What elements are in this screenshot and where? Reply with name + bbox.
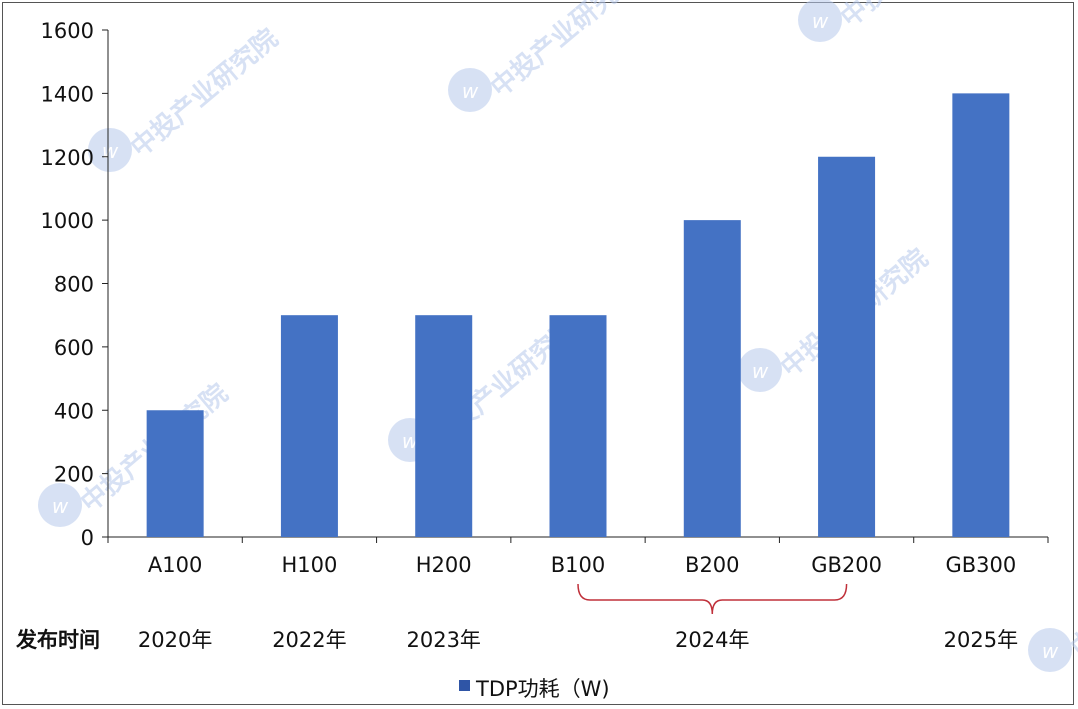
watermark-mark: w 中投产业研究院 bbox=[1028, 523, 1078, 672]
bar bbox=[146, 410, 204, 537]
x-tick-label: B200 bbox=[685, 553, 740, 577]
legend-label: TDP功耗（W) bbox=[475, 677, 610, 701]
y-tick-label: 1200 bbox=[41, 146, 94, 170]
watermark-text: 中投产业研究院 bbox=[485, 0, 644, 103]
watermark-text: 中投产业研究院 bbox=[1065, 523, 1078, 664]
year-group-bracket bbox=[577, 583, 848, 615]
legend: TDP功耗（W) bbox=[459, 677, 610, 701]
x-tick-label: A100 bbox=[148, 553, 202, 577]
watermark-logo-glyph: w bbox=[102, 139, 119, 163]
bar bbox=[818, 156, 876, 537]
watermark-logo-glyph: w bbox=[52, 494, 69, 518]
release-year-label: 2020年 bbox=[138, 628, 212, 652]
watermark-logo-icon bbox=[88, 128, 132, 172]
y-tick-label: 200 bbox=[54, 463, 94, 487]
x-tick-label: GB200 bbox=[811, 553, 882, 577]
bar bbox=[280, 315, 338, 537]
watermark-logo-icon bbox=[1028, 628, 1072, 672]
x-tick-label: H100 bbox=[281, 553, 337, 577]
watermark-logo-icon bbox=[798, 0, 842, 42]
y-tick-label: 1000 bbox=[41, 209, 94, 233]
x-tick-label: B100 bbox=[551, 553, 606, 577]
legend-marker bbox=[459, 680, 470, 691]
y-tick-label: 400 bbox=[54, 399, 94, 423]
watermark-logo-icon bbox=[38, 483, 82, 527]
x-tick-label: H200 bbox=[416, 553, 472, 577]
release-year-label: 2024年 bbox=[675, 628, 749, 652]
watermark-text: 中投产业研究院 bbox=[125, 23, 284, 164]
y-tick-label: 800 bbox=[54, 273, 94, 297]
x-tick-label: GB300 bbox=[945, 553, 1016, 577]
release-year-label: 2022年 bbox=[272, 628, 346, 652]
bar bbox=[683, 220, 741, 537]
watermark-logo-glyph: w bbox=[462, 79, 479, 103]
watermark-logo-glyph: w bbox=[812, 9, 829, 33]
release-row: 发布时间 2020年 2022年 2023年 2024年 2025年 bbox=[15, 583, 1018, 652]
bar bbox=[952, 93, 1010, 537]
watermark-logo-icon bbox=[448, 68, 492, 112]
bars bbox=[146, 93, 1010, 537]
release-year-label: 2023年 bbox=[406, 628, 480, 652]
watermark-logo-glyph: w bbox=[752, 359, 769, 383]
category-labels: A100 H100 H200 B100 B200 GB200 GB300 bbox=[148, 553, 1016, 577]
release-year-label: 2025年 bbox=[944, 628, 1018, 652]
watermark-logo-glyph: w bbox=[1042, 639, 1059, 663]
y-tick-label: 0 bbox=[81, 526, 94, 550]
watermark-text: 中投产业研究院 bbox=[835, 0, 994, 33]
bar bbox=[415, 315, 473, 537]
y-tick-label: 1400 bbox=[41, 82, 94, 106]
release-row-label: 发布时间 bbox=[15, 628, 100, 652]
y-tick-label: 1600 bbox=[41, 19, 94, 43]
bar bbox=[549, 315, 607, 537]
watermark-logo-icon bbox=[738, 348, 782, 392]
y-tick-label: 600 bbox=[54, 336, 94, 360]
watermark-logo-glyph: w bbox=[402, 429, 419, 453]
